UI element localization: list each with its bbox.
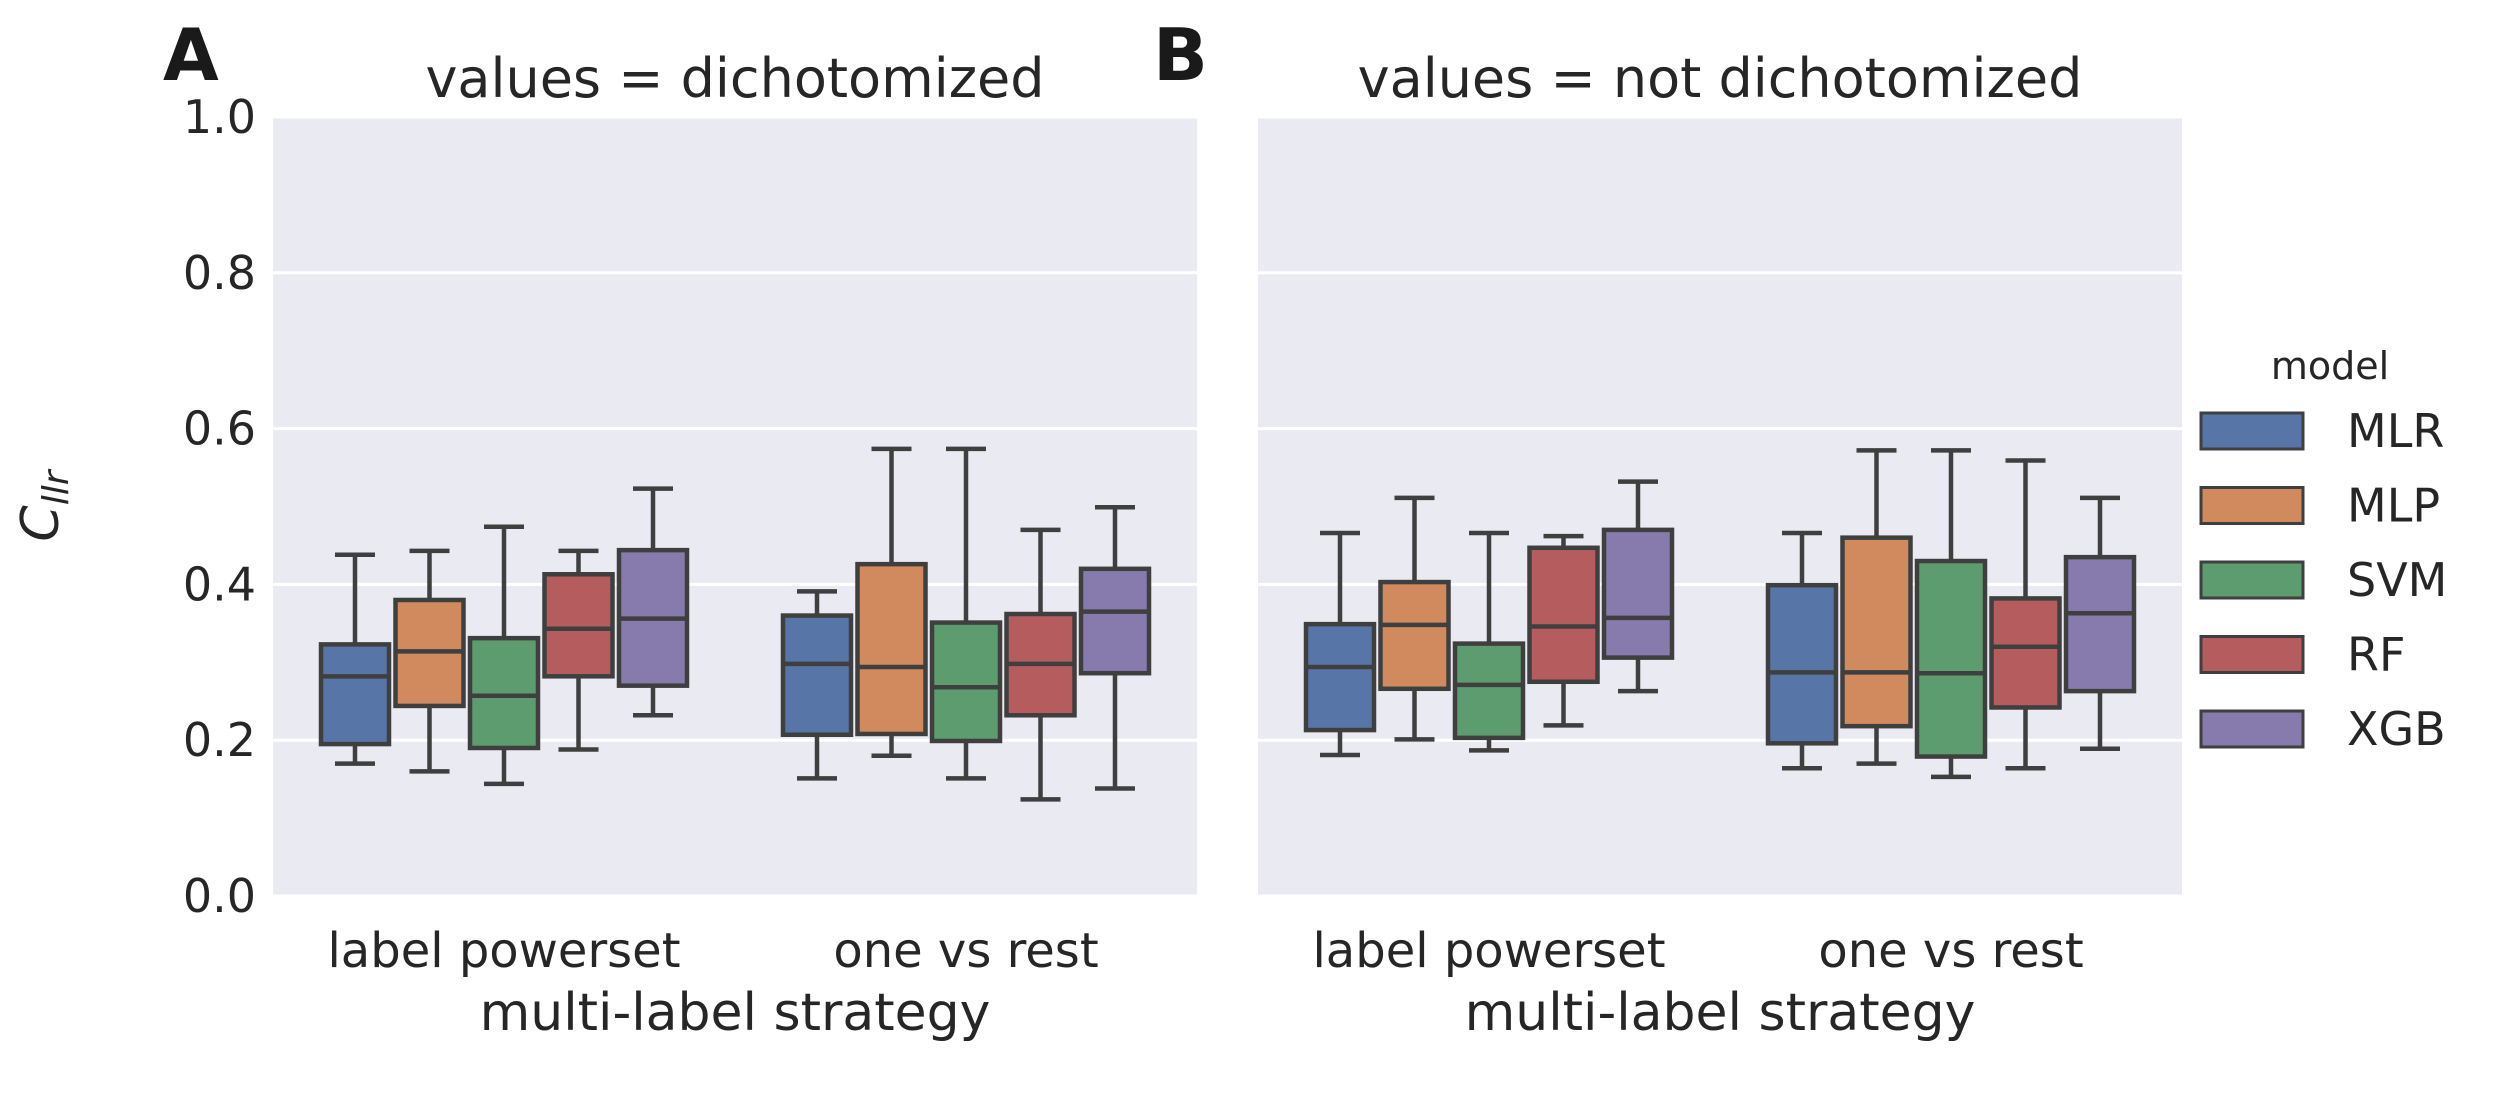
- box-B-label-powerset-RF: [1527, 533, 1600, 728]
- box-A-label-powerset-RF-iqr: [542, 572, 615, 679]
- box-A-one-vs-rest-XGB: [1078, 505, 1152, 791]
- legend-entry-XGB: XGB: [2199, 702, 2446, 756]
- box-B-label-powerset-MLR: [1303, 530, 1377, 758]
- panel-b: label powerset one vs rest: [1258, 115, 2182, 979]
- x-tick-label-one-vs-rest: one vs rest: [833, 923, 1098, 979]
- box-B-one-vs-rest-XGB-iqr: [2063, 554, 2137, 694]
- legend-label-XGB: XGB: [2347, 702, 2446, 756]
- y-tick-label-0.8: 0.8: [183, 246, 256, 300]
- x-tick-label-one-vs-rest: one vs rest: [1818, 923, 2083, 979]
- panel-a-xaxis-label: multi-label strategy: [480, 983, 991, 1043]
- legend-entry-MLP: MLP: [2199, 479, 2440, 533]
- box-A-one-vs-rest-XGB-iqr: [1078, 566, 1152, 676]
- legend-entries: MLR MLP SVM RF XGB: [2199, 404, 2447, 756]
- box-B-one-vs-rest-RF-iqr: [1989, 596, 2062, 710]
- legend-swatch-MLR: [2199, 411, 2305, 451]
- panel-b-letter: B: [1153, 13, 1208, 97]
- y-tick-label-0.0: 0.0: [183, 869, 256, 923]
- y-axis-label-main: C: [11, 505, 71, 542]
- box-A-one-vs-rest-MLP-iqr: [855, 561, 928, 737]
- box-A-one-vs-rest-MLR-iqr: [780, 613, 854, 737]
- box-B-label-powerset-MLP-iqr: [1378, 579, 1451, 692]
- box-B-one-vs-rest-SVM: [1914, 448, 1988, 780]
- box-B-label-powerset-XGB-iqr: [1601, 527, 1675, 660]
- box-A-label-powerset-MLR: [318, 552, 392, 766]
- box-A-one-vs-rest-SVM: [929, 446, 1003, 781]
- y-axis-label: Cllr: [11, 468, 77, 541]
- panel-a: 0.0 0.2 0.4 0.6 0.8 1.0 label powerset one vs r…: [183, 90, 1197, 979]
- panel-a-title: values = dichotomized: [425, 47, 1044, 110]
- box-A-label-powerset-MLP: [393, 548, 466, 774]
- box-B-label-powerset-XGB: [1601, 479, 1675, 694]
- box-B-label-powerset-SVM-iqr: [1452, 641, 1526, 741]
- legend-entry-MLR: MLR: [2199, 404, 2444, 458]
- box-B-one-vs-rest-XGB: [2063, 495, 2137, 752]
- panel-b-background: [1258, 117, 2182, 896]
- box-A-label-powerset-SVM-iqr: [467, 635, 541, 751]
- box-B-one-vs-rest-MLP: [1840, 448, 1913, 766]
- box-A-label-powerset-RF: [542, 548, 615, 752]
- panel-b-xaxis-label: multi-label strategy: [1465, 983, 1976, 1043]
- box-A-label-powerset-SVM: [467, 524, 541, 787]
- panels-group: 0.0 0.2 0.4 0.6 0.8 1.0 label powerset one vs r…: [183, 90, 2182, 979]
- legend-entry-SVM: SVM: [2199, 553, 2447, 607]
- legend: model MLR MLP SVM RF XGB: [2199, 344, 2447, 756]
- box-B-one-vs-rest-MLP-iqr: [1840, 535, 1913, 729]
- x-tick-label-label-powerset: label powerset: [327, 923, 680, 979]
- box-A-one-vs-rest-SVM-iqr: [929, 620, 1003, 744]
- box-A-label-powerset-MLR-iqr: [318, 642, 392, 747]
- y-tick-label-0.6: 0.6: [183, 402, 256, 456]
- box-A-label-powerset-XGB: [616, 486, 690, 718]
- y-tick-label-1.0: 1.0: [183, 90, 256, 144]
- legend-label-MLP: MLP: [2347, 479, 2440, 533]
- box-B-label-powerset-RF-iqr: [1527, 545, 1600, 685]
- y-tick-label-0.2: 0.2: [183, 713, 256, 767]
- legend-swatch-MLP: [2199, 486, 2305, 525]
- legend-swatch-SVM: [2199, 560, 2305, 600]
- box-B-label-powerset-MLP: [1378, 495, 1451, 742]
- box-A-one-vs-rest-MLR: [780, 589, 854, 781]
- legend-title: model: [2271, 344, 2389, 388]
- legend-swatch-XGB: [2199, 709, 2305, 749]
- box-B-label-powerset-MLR-iqr: [1303, 621, 1377, 733]
- box-B-one-vs-rest-MLR-iqr: [1765, 582, 1839, 746]
- panel-a-background: [273, 117, 1197, 896]
- legend-entry-RF: RF: [2199, 628, 2405, 682]
- legend-label-MLR: MLR: [2347, 404, 2444, 458]
- box-B-label-powerset-SVM: [1452, 530, 1526, 753]
- legend-swatch-RF: [2199, 635, 2305, 674]
- panel-a-letter: A: [163, 13, 219, 97]
- legend-label-SVM: SVM: [2347, 553, 2447, 607]
- box-B-one-vs-rest-RF: [1989, 458, 2062, 771]
- x-tick-label-label-powerset: label powerset: [1312, 923, 1665, 979]
- y-tick-label-0.4: 0.4: [183, 557, 256, 611]
- box-B-one-vs-rest-MLR: [1765, 530, 1839, 771]
- legend-label-RF: RF: [2347, 628, 2405, 682]
- box-B-one-vs-rest-SVM-iqr: [1914, 558, 1988, 759]
- box-A-one-vs-rest-MLP: [855, 446, 928, 759]
- panel-b-title: values = not dichotomized: [1358, 47, 2083, 110]
- y-axis-label-subscript: llr: [36, 468, 77, 505]
- box-A-one-vs-rest-RF: [1004, 527, 1077, 802]
